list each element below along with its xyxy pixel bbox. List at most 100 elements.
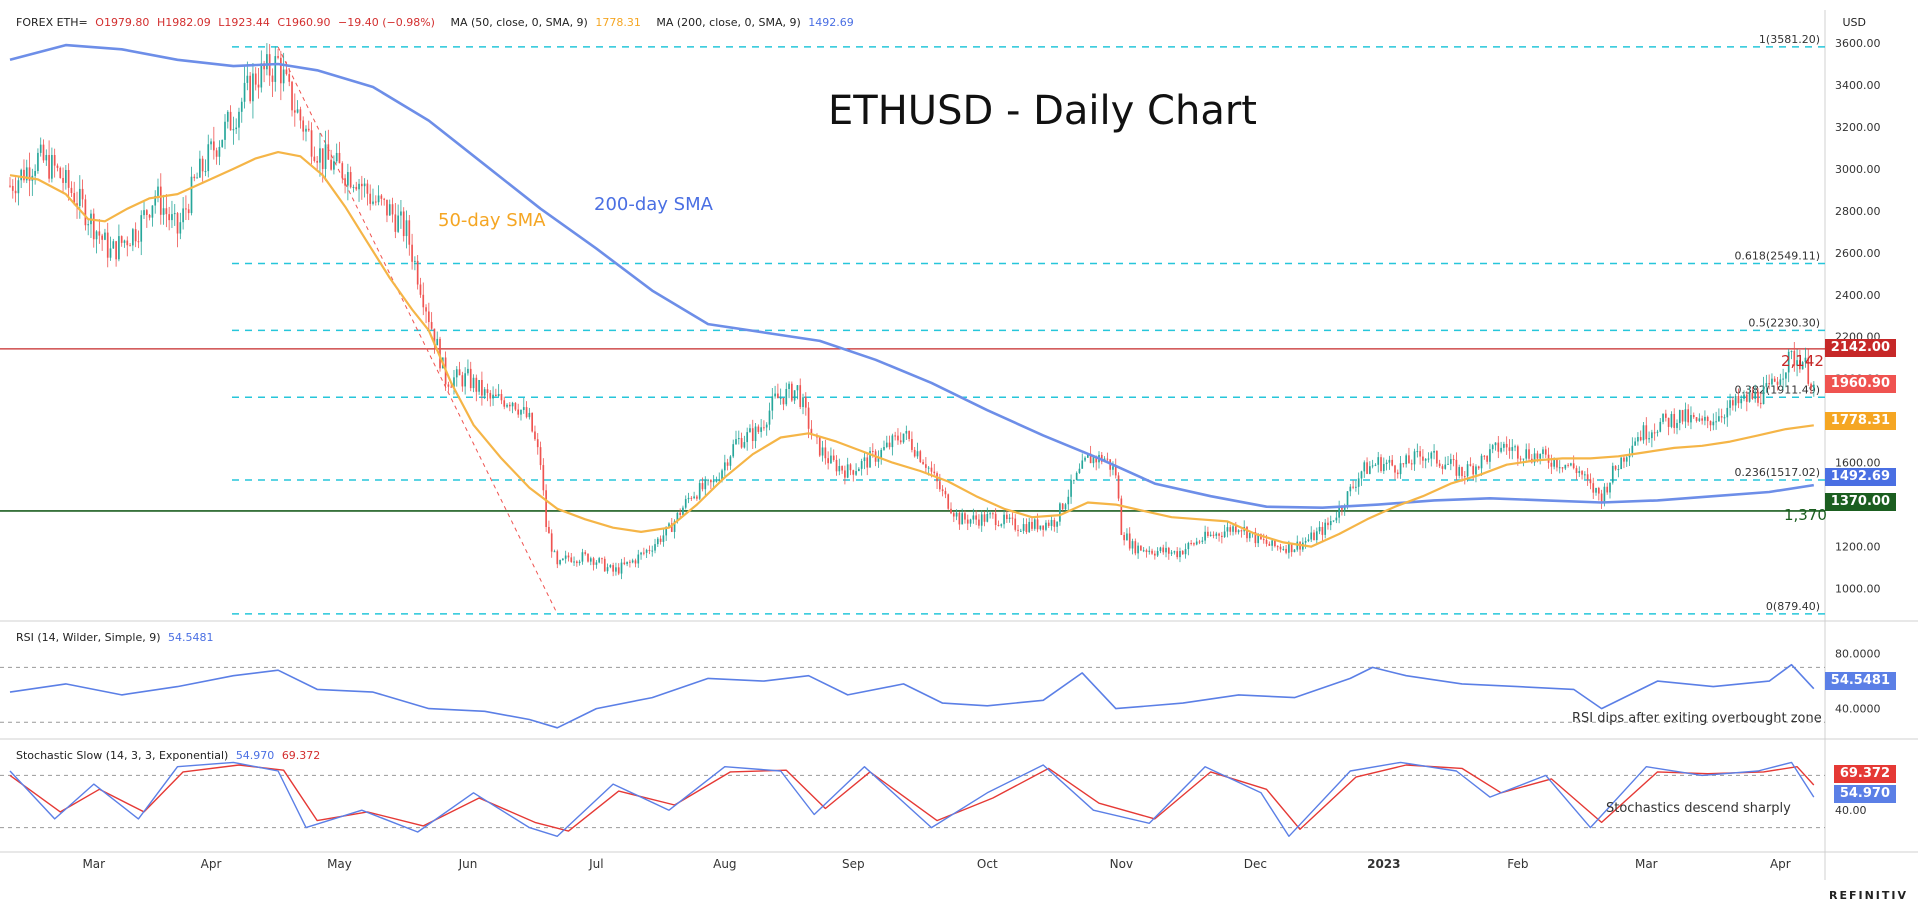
candle-body xyxy=(1701,418,1703,421)
candle-body xyxy=(539,447,542,466)
rsi-label: RSI (14, Wilder, Simple, 9) xyxy=(16,631,161,644)
candle-body xyxy=(791,383,793,401)
candle-body xyxy=(34,171,36,176)
candle-body xyxy=(240,101,243,112)
candle-body xyxy=(408,220,411,245)
candle-body xyxy=(335,152,338,162)
candle-body xyxy=(771,396,774,411)
candle-body xyxy=(65,170,67,183)
x-axis-month-label: 2023 xyxy=(1367,857,1400,871)
candle-body xyxy=(492,394,494,399)
candle-body xyxy=(1321,526,1324,535)
candle-body xyxy=(1581,471,1583,475)
candle-body xyxy=(1265,539,1268,544)
candle-body xyxy=(1039,525,1042,530)
candle-body xyxy=(617,567,620,574)
candle-body xyxy=(1355,486,1357,488)
candle-body xyxy=(1623,457,1625,462)
candle-body xyxy=(1589,479,1592,484)
candle-body xyxy=(1790,351,1793,353)
candle-body xyxy=(522,407,525,410)
candle-body xyxy=(785,388,788,405)
candle-body xyxy=(1651,432,1653,439)
candle-body xyxy=(1198,541,1201,543)
candle-body xyxy=(1667,417,1670,427)
candle-body xyxy=(659,538,662,542)
candle-body xyxy=(1500,447,1502,452)
candle-body xyxy=(132,229,134,246)
candle-body xyxy=(17,180,20,194)
candle-body xyxy=(204,171,207,173)
candle-body xyxy=(20,169,23,181)
candle-body xyxy=(525,407,528,418)
candle-body xyxy=(213,141,215,151)
candle-body xyxy=(1159,547,1162,551)
candle-body xyxy=(774,393,776,397)
candle-body xyxy=(56,165,59,168)
candle-body xyxy=(503,400,506,407)
candle-body xyxy=(877,457,880,462)
candle-body xyxy=(1274,540,1276,547)
badge-close: 1960.90 xyxy=(1824,375,1896,393)
candle-body xyxy=(1572,463,1575,469)
candle-body xyxy=(570,557,573,562)
ma200-label: MA (200, close, 0, SMA, 9) xyxy=(656,16,801,29)
candle-body xyxy=(818,437,821,456)
candle-body xyxy=(1452,459,1455,461)
candle-body xyxy=(855,471,857,475)
candle-body xyxy=(1715,421,1717,423)
currency-label: USD xyxy=(1842,16,1866,29)
candle-body xyxy=(975,515,977,520)
candle-body xyxy=(908,430,910,440)
candle-body xyxy=(511,402,514,407)
candle-body xyxy=(1033,519,1036,529)
high-value: H1982.09 xyxy=(156,16,211,29)
candle-body xyxy=(402,211,405,237)
candle-body xyxy=(1307,539,1310,542)
candle-body xyxy=(1444,464,1447,469)
candle-body xyxy=(751,428,754,442)
candle-body xyxy=(1106,458,1109,460)
candle-body xyxy=(919,451,922,463)
candle-body xyxy=(612,565,614,572)
candle-body xyxy=(383,198,386,200)
candle-body xyxy=(1469,464,1472,466)
candle-body xyxy=(319,148,321,163)
candle-body xyxy=(955,512,958,517)
candle-body xyxy=(723,462,726,471)
candle-body xyxy=(157,186,159,196)
candle-body xyxy=(508,404,511,407)
badge-rsi: 54.5481 xyxy=(1824,672,1896,690)
candle-body xyxy=(1542,449,1544,454)
candle-body xyxy=(994,513,997,526)
candle-body xyxy=(447,384,450,387)
candle-body xyxy=(388,204,391,216)
candle-body xyxy=(1486,455,1488,462)
candle-body xyxy=(1271,540,1273,546)
candle-body xyxy=(726,462,729,466)
candle-body xyxy=(950,508,952,514)
candle-body xyxy=(1709,421,1712,426)
ma200-value: 1492.69 xyxy=(808,16,854,29)
candle-body xyxy=(386,199,388,216)
candle-body xyxy=(704,479,707,490)
candle-body xyxy=(9,185,11,187)
candle-body xyxy=(777,393,779,399)
candle-body xyxy=(1173,551,1176,553)
candle-body xyxy=(587,553,589,562)
candle-body xyxy=(802,397,804,408)
candle-body xyxy=(416,260,419,285)
x-axis-month-label: Apr xyxy=(201,857,222,871)
candle-body xyxy=(1346,491,1349,508)
candle-body xyxy=(897,435,899,441)
candle-body xyxy=(1391,459,1394,466)
candle-body xyxy=(1592,483,1595,493)
candle-body xyxy=(1310,532,1313,540)
candle-body xyxy=(536,439,539,448)
candle-body xyxy=(1059,503,1061,522)
candle-body xyxy=(285,69,288,75)
candle-body xyxy=(1022,524,1025,531)
candle-body xyxy=(553,551,556,553)
candle-body xyxy=(1785,372,1787,379)
candle-body xyxy=(1793,351,1796,366)
